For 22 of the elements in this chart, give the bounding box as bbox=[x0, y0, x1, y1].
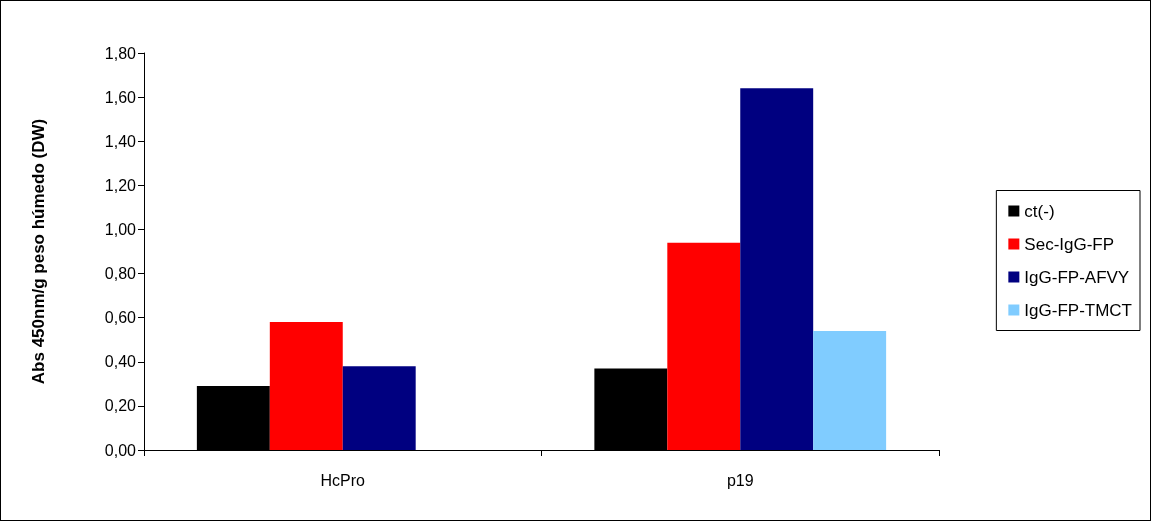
bar bbox=[667, 242, 741, 450]
bar bbox=[342, 366, 416, 450]
bar bbox=[813, 330, 887, 450]
y-axis-title: Abs 450nm/g peso húmedo (DW) bbox=[29, 118, 48, 385]
legend-label: ct(-) bbox=[1024, 201, 1055, 221]
y-tick-label: 0,20 bbox=[104, 397, 137, 415]
bar bbox=[269, 322, 343, 450]
legend-label: IgG-FP-TMCT bbox=[1024, 300, 1132, 320]
y-tick-label: 1,60 bbox=[104, 88, 137, 106]
legend-label: Sec-IgG-FP bbox=[1024, 234, 1115, 254]
y-tick-label: 1,40 bbox=[104, 132, 137, 150]
y-tick-label: 0,40 bbox=[104, 353, 137, 371]
y-tick-label: 1,00 bbox=[104, 220, 137, 238]
legend-label: IgG-FP-AFVY bbox=[1024, 267, 1130, 287]
y-tick-label: 0,80 bbox=[104, 265, 137, 283]
y-tick-label: 1,80 bbox=[104, 44, 137, 62]
x-tick-label: p19 bbox=[726, 471, 754, 489]
bar bbox=[740, 88, 814, 450]
y-tick-label: 1,20 bbox=[104, 176, 137, 194]
y-tick-label: 0,00 bbox=[104, 441, 137, 459]
y-tick-label: 0,60 bbox=[104, 309, 137, 327]
x-tick-label: HcPro bbox=[320, 471, 366, 489]
